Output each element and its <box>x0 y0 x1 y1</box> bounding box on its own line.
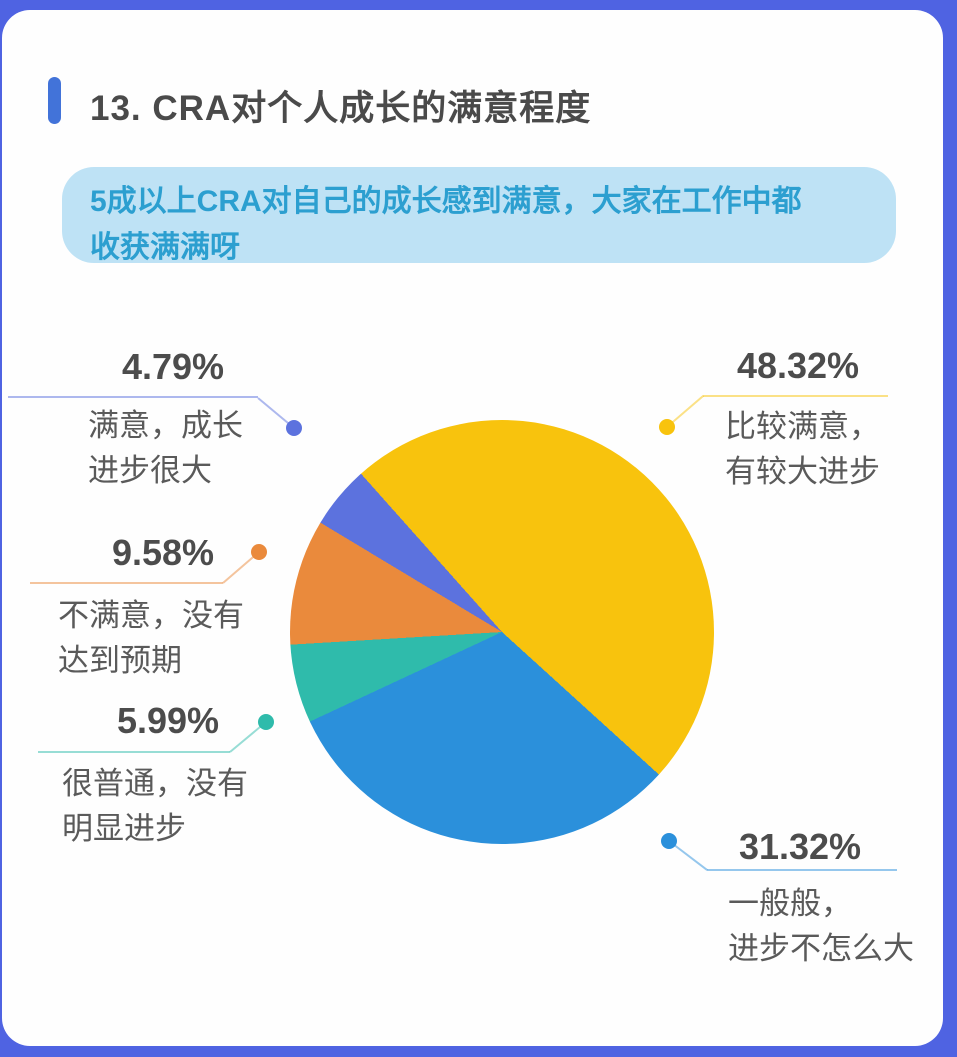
leader-line-horizontal <box>38 751 230 753</box>
caption-line1: 很普通，没有 <box>62 766 248 801</box>
caption-line1: 一般般， <box>728 886 852 921</box>
title-accent-bar <box>48 77 61 124</box>
pie-chart <box>290 420 714 844</box>
percent-value: 9.58% <box>111 532 215 573</box>
percent-value: 5.99% <box>116 700 220 741</box>
leader-line-horizontal <box>30 582 223 584</box>
percent-value: 31.32% <box>738 826 862 867</box>
slice-caption: 很普通，没有 明显进步 <box>62 761 248 851</box>
slice-caption: 一般般， 进步不怎么大 <box>728 881 914 971</box>
slice-caption: 满意，成长 进步很大 <box>88 403 243 493</box>
slice-dot <box>661 833 677 849</box>
slice-dot <box>251 544 267 560</box>
slice-dot <box>286 420 302 436</box>
percent-value: 48.32% <box>736 345 860 386</box>
leader-line-horizontal <box>707 869 897 871</box>
page-title: 13. CRA对个人成长的满意程度 <box>90 89 592 128</box>
caption-line2: 进步很大 <box>88 453 212 488</box>
caption-line1: 满意，成长 <box>88 408 243 443</box>
percent-value: 4.79% <box>121 346 225 387</box>
summary-text-line1: 5成以上CRA对自己的成长感到满意，大家在工作中都 <box>90 185 802 218</box>
leader-line-horizontal <box>703 395 888 397</box>
summary-callout: 5成以上CRA对自己的成长感到满意，大家在工作中都 收获满满呀 <box>62 167 896 264</box>
caption-line2: 进步不怎么大 <box>728 931 914 966</box>
slice-caption: 不满意，没有 达到预期 <box>58 593 244 683</box>
slice-dot <box>258 714 274 730</box>
caption-line2: 明显进步 <box>62 811 186 846</box>
caption-line2: 有较大进步 <box>725 454 880 489</box>
leader-line-horizontal <box>8 396 258 398</box>
slice-dot <box>659 419 675 435</box>
caption-line1: 比较满意， <box>725 409 880 444</box>
summary-text-line2: 收获满满呀 <box>90 231 240 264</box>
caption-line1: 不满意，没有 <box>58 598 244 633</box>
slice-caption: 比较满意， 有较大进步 <box>725 404 880 494</box>
caption-line2: 达到预期 <box>58 643 182 678</box>
